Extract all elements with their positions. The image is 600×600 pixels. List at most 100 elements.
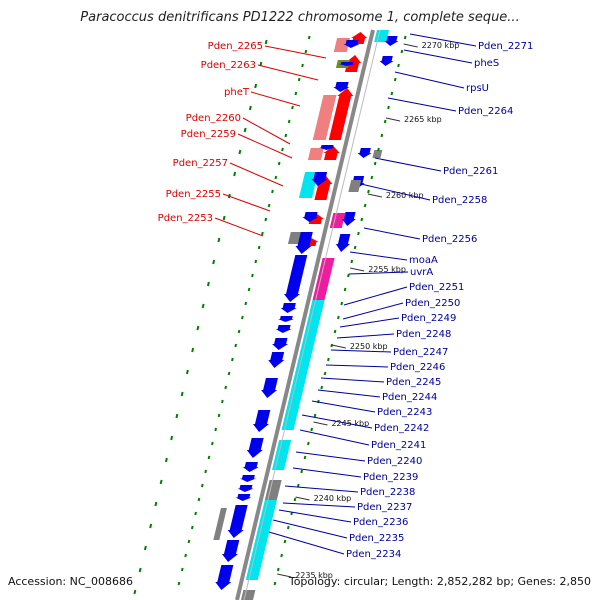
tick-label: 2235 kbp — [295, 571, 333, 580]
right-leader-line — [268, 531, 345, 555]
left-leader-line — [242, 117, 291, 145]
reverse-gene — [295, 232, 313, 254]
tick-dot — [254, 83, 258, 89]
forward-gene — [344, 55, 362, 72]
right-leader-line — [339, 317, 400, 328]
left-leader-line — [229, 162, 284, 187]
tick-dot — [138, 567, 142, 573]
tick-dot — [254, 259, 258, 264]
tick-dot — [297, 77, 301, 82]
forward-gene — [323, 146, 340, 160]
right-gene-label: moaA — [409, 255, 438, 266]
right-leader-line — [360, 183, 431, 201]
right-leader-line — [342, 302, 404, 320]
tick-dot — [287, 119, 291, 124]
right-gene-label: Pden_2261 — [443, 166, 498, 177]
tick-dot — [363, 203, 367, 208]
reverse-gene — [242, 462, 259, 472]
right-leader-line — [292, 467, 362, 478]
tick-dot — [323, 371, 327, 376]
gene-features — [213, 32, 399, 590]
right-leader-line — [320, 377, 385, 383]
tick-dot — [400, 49, 404, 54]
left-gene-label: Pden_2265 — [208, 41, 263, 52]
tick-label: 2265 kbp — [404, 115, 442, 124]
tick-dot — [264, 217, 268, 222]
tick-dot — [154, 501, 158, 507]
tick-dot — [231, 357, 234, 362]
tick-dots — [133, 35, 407, 595]
right-leader-line — [325, 364, 389, 368]
reverse-gene — [311, 172, 328, 186]
reverse-gene — [272, 338, 289, 350]
tick-dot — [170, 435, 174, 441]
right-gene-label: Pden_2246 — [390, 362, 445, 373]
forward-gene-box — [307, 150, 321, 160]
tick-dot — [264, 39, 268, 45]
forward-gene — [328, 88, 354, 140]
right-leader-line — [348, 271, 409, 275]
right-leader-line — [317, 389, 381, 398]
right-leader-line — [330, 349, 392, 353]
tick-dot — [330, 343, 334, 348]
tick-dot — [347, 273, 350, 278]
right-gene-label: Pden_2251 — [409, 282, 464, 293]
right-gene-label: Pden_2238 — [360, 487, 415, 498]
tick-dot — [227, 371, 231, 376]
tick-dot — [357, 231, 360, 236]
label-leaders — [214, 33, 477, 555]
tick-dot — [301, 63, 304, 68]
tick-dot — [337, 315, 340, 320]
tick-dot — [333, 329, 337, 334]
tick-dot — [159, 479, 163, 485]
tick-dot — [180, 391, 184, 397]
tick-dot — [164, 457, 168, 463]
tick-label: 2255 kbp — [368, 265, 406, 274]
tick-dot — [175, 413, 179, 419]
tick-dot — [353, 245, 357, 250]
tick-dot — [350, 259, 354, 264]
right-gene-label: Pden_2258 — [432, 195, 487, 206]
rna-feature — [348, 180, 362, 192]
tick-line — [313, 421, 328, 426]
tick-dot — [222, 215, 226, 221]
tick-line — [295, 496, 310, 501]
tick-dot — [133, 589, 137, 595]
tick-dot — [373, 161, 377, 166]
tick-dot — [367, 189, 370, 194]
tick-dot — [403, 35, 407, 40]
tick-dot — [185, 369, 189, 375]
left-leader-line — [214, 217, 264, 237]
reverse-gene — [278, 316, 295, 322]
tick-dot — [277, 161, 281, 166]
right-gene-label: Pden_2250 — [405, 298, 460, 309]
tick-dot — [327, 357, 330, 362]
right-leader-line — [403, 49, 473, 64]
reverse-gene — [275, 325, 292, 333]
reverse-gene — [235, 494, 252, 501]
tick-dot — [390, 91, 394, 96]
tick-dot — [294, 91, 298, 96]
right-gene-label: Pden_2234 — [346, 549, 401, 560]
tick-dot — [284, 133, 288, 138]
left-leader-line — [222, 193, 271, 212]
right-leader-line — [349, 251, 408, 261]
tick-dot — [217, 413, 221, 418]
tick-dot — [343, 287, 347, 292]
right-gene-label: Pden_2240 — [367, 456, 422, 467]
tick-dot — [191, 347, 195, 353]
tick-dot — [247, 287, 251, 292]
tick-dot — [149, 523, 153, 529]
right-gene-label: Pden_2242 — [374, 423, 429, 434]
reverse-gene — [302, 212, 319, 222]
right-leader-line — [409, 33, 477, 47]
reverse-gene — [357, 148, 372, 158]
tick-dot — [280, 553, 283, 558]
tick-dot — [296, 483, 300, 488]
tick-dot — [201, 303, 205, 309]
reverse-gene — [215, 565, 234, 590]
tick-dot — [143, 545, 147, 551]
tick-dot — [273, 581, 277, 586]
tick-dot — [397, 63, 400, 68]
